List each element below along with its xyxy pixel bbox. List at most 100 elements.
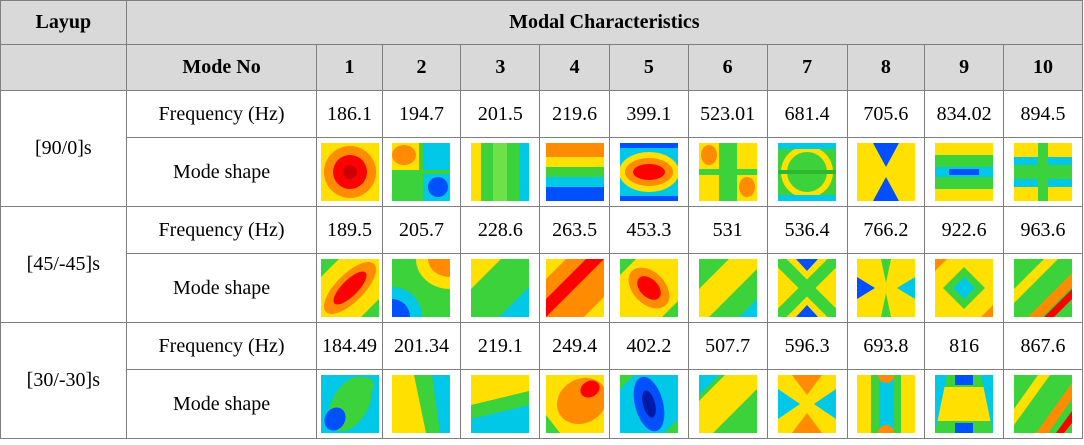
mode-shape-tilted-spot-icon	[620, 259, 678, 317]
mode-shape-label: Mode shape	[126, 138, 317, 207]
mode-shape-diagonal-band-icon	[471, 259, 529, 317]
mode-number-header: 9	[925, 45, 1004, 91]
mode-shape-cell	[847, 370, 925, 439]
modal-characteristics-header: Modal Characteristics	[126, 1, 1082, 45]
mode-no-header: Mode No	[126, 45, 317, 91]
mode-shape-center-spot-icon	[321, 143, 379, 201]
mode-shape-row: Mode shape	[1, 370, 1083, 439]
mode-shape-tilted-blue-icon	[321, 375, 379, 433]
frequency-value: 816	[925, 323, 1004, 370]
mode-shape-diagonal-ellipse-icon	[321, 259, 379, 317]
mode-shape-diagonal-ridge-icon	[546, 259, 604, 317]
mode-shape-cell	[847, 254, 925, 323]
mode-shape-x-saddle-diag-icon	[857, 259, 915, 317]
frequency-row: [45/-45]s Frequency (Hz) 189.5 205.7 228.6 26…	[1, 207, 1083, 254]
mode-number-header: 5	[609, 45, 688, 91]
mode-shape-cell	[767, 254, 847, 323]
mode-shape-warm-blob-icon	[546, 375, 604, 433]
mode-shape-cell	[1004, 370, 1083, 439]
mode-shape-cell	[317, 254, 382, 323]
frequency-value: 453.3	[609, 207, 688, 254]
frequency-value: 399.1	[609, 91, 688, 138]
mode-shape-row: Mode shape	[1, 138, 1083, 207]
mode-shape-vertical-bands-icon	[471, 143, 529, 201]
mode-shape-cell	[609, 138, 688, 207]
frequency-value: 249.4	[540, 323, 610, 370]
frequency-value: 922.6	[925, 207, 1004, 254]
mode-number-header: 1	[317, 45, 382, 91]
layup-label: [30/-30]s	[1, 323, 127, 439]
frequency-value: 894.5	[1004, 91, 1083, 138]
mode-number-header: 8	[847, 45, 925, 91]
frequency-label: Frequency (Hz)	[126, 207, 317, 254]
mode-shape-row: Mode shape	[1, 254, 1083, 323]
frequency-value: 681.4	[767, 91, 847, 138]
mode-shape-blue-ellipse-icon	[620, 375, 678, 433]
frequency-value: 189.5	[317, 207, 382, 254]
mode-shape-cell	[382, 254, 461, 323]
frequency-value: 693.8	[847, 323, 925, 370]
mode-shape-circle-bands-icon	[778, 143, 836, 201]
mode-shape-x-pattern-icon	[778, 259, 836, 317]
frequency-label: Frequency (Hz)	[126, 323, 317, 370]
frequency-value: 834.02	[925, 91, 1004, 138]
frequency-value: 536.4	[767, 207, 847, 254]
mode-shape-cell	[540, 370, 610, 439]
layup-table-body: [90/0]s Frequency (Hz) 186.1 194.7 201.5 219.…	[1, 91, 1083, 439]
frequency-value: 402.2	[609, 323, 688, 370]
frequency-value: 194.7	[382, 91, 461, 138]
mode-shape-cell	[540, 254, 610, 323]
mode-number-header: 3	[461, 45, 540, 91]
mode-shape-cell	[847, 138, 925, 207]
mode-shape-vertical-saddle-icon	[857, 375, 915, 433]
mode-shape-cell	[461, 370, 540, 439]
mode-shape-label: Mode shape	[126, 370, 317, 439]
mode-shape-saddle-30-icon	[778, 375, 836, 433]
mode-number-header: 7	[767, 45, 847, 91]
frequency-value: 184.49	[317, 323, 382, 370]
layup-label: [90/0]s	[1, 91, 127, 207]
mode-shape-horizontal-stripes-icon	[935, 143, 993, 201]
frequency-value: 205.7	[382, 207, 461, 254]
frequency-value: 201.5	[461, 91, 540, 138]
frequency-row: [30/-30]s Frequency (Hz) 184.49 201.34 219.1…	[1, 323, 1083, 370]
layup-label: [45/-45]s	[1, 207, 127, 323]
mode-shape-grid-3x2-icon	[1014, 143, 1072, 201]
frequency-value: 523.01	[688, 91, 767, 138]
mode-shape-label: Mode shape	[126, 254, 317, 323]
mode-shape-cell	[609, 254, 688, 323]
mode-shape-cell	[461, 138, 540, 207]
mode-shape-cell	[382, 138, 461, 207]
mode-number-header: 2	[382, 45, 461, 91]
mode-shape-cell	[688, 370, 767, 439]
frequency-value: 867.6	[1004, 323, 1083, 370]
frequency-label: Frequency (Hz)	[126, 91, 317, 138]
frequency-value: 705.6	[847, 91, 925, 138]
mode-shape-corner-blob-icon	[392, 259, 450, 317]
mode-shape-cell	[688, 138, 767, 207]
mode-shape-cell	[925, 138, 1004, 207]
mode-shape-cell	[317, 138, 382, 207]
mode-shape-cell	[767, 138, 847, 207]
mode-shape-cell	[317, 370, 382, 439]
mode-shape-diagonal-split-icon	[699, 259, 757, 317]
mode-shape-cell	[767, 370, 847, 439]
mode-shape-horizontal-saddle-icon	[935, 375, 993, 433]
mode-shape-cell	[609, 370, 688, 439]
layup-header-blank	[1, 45, 127, 91]
mode-shape-cross-split-icon	[392, 143, 450, 201]
mode-shape-grid-2x3-icon	[699, 143, 757, 201]
frequency-value: 507.7	[688, 323, 767, 370]
mode-shape-cell	[925, 254, 1004, 323]
mode-shape-horizontal-band-icon	[546, 143, 604, 201]
frequency-value: 963.6	[1004, 207, 1083, 254]
frequency-value: 186.1	[317, 91, 382, 138]
frequency-value: 201.34	[382, 323, 461, 370]
mode-shape-horizontal-ellipse-icon	[620, 143, 678, 201]
mode-shape-tilted-bands-icon	[471, 375, 529, 433]
mode-shape-diagonal-stripes-30-icon	[1014, 375, 1072, 433]
frequency-value: 531	[688, 207, 767, 254]
mode-shape-cell	[461, 254, 540, 323]
frequency-value: 219.1	[461, 323, 540, 370]
